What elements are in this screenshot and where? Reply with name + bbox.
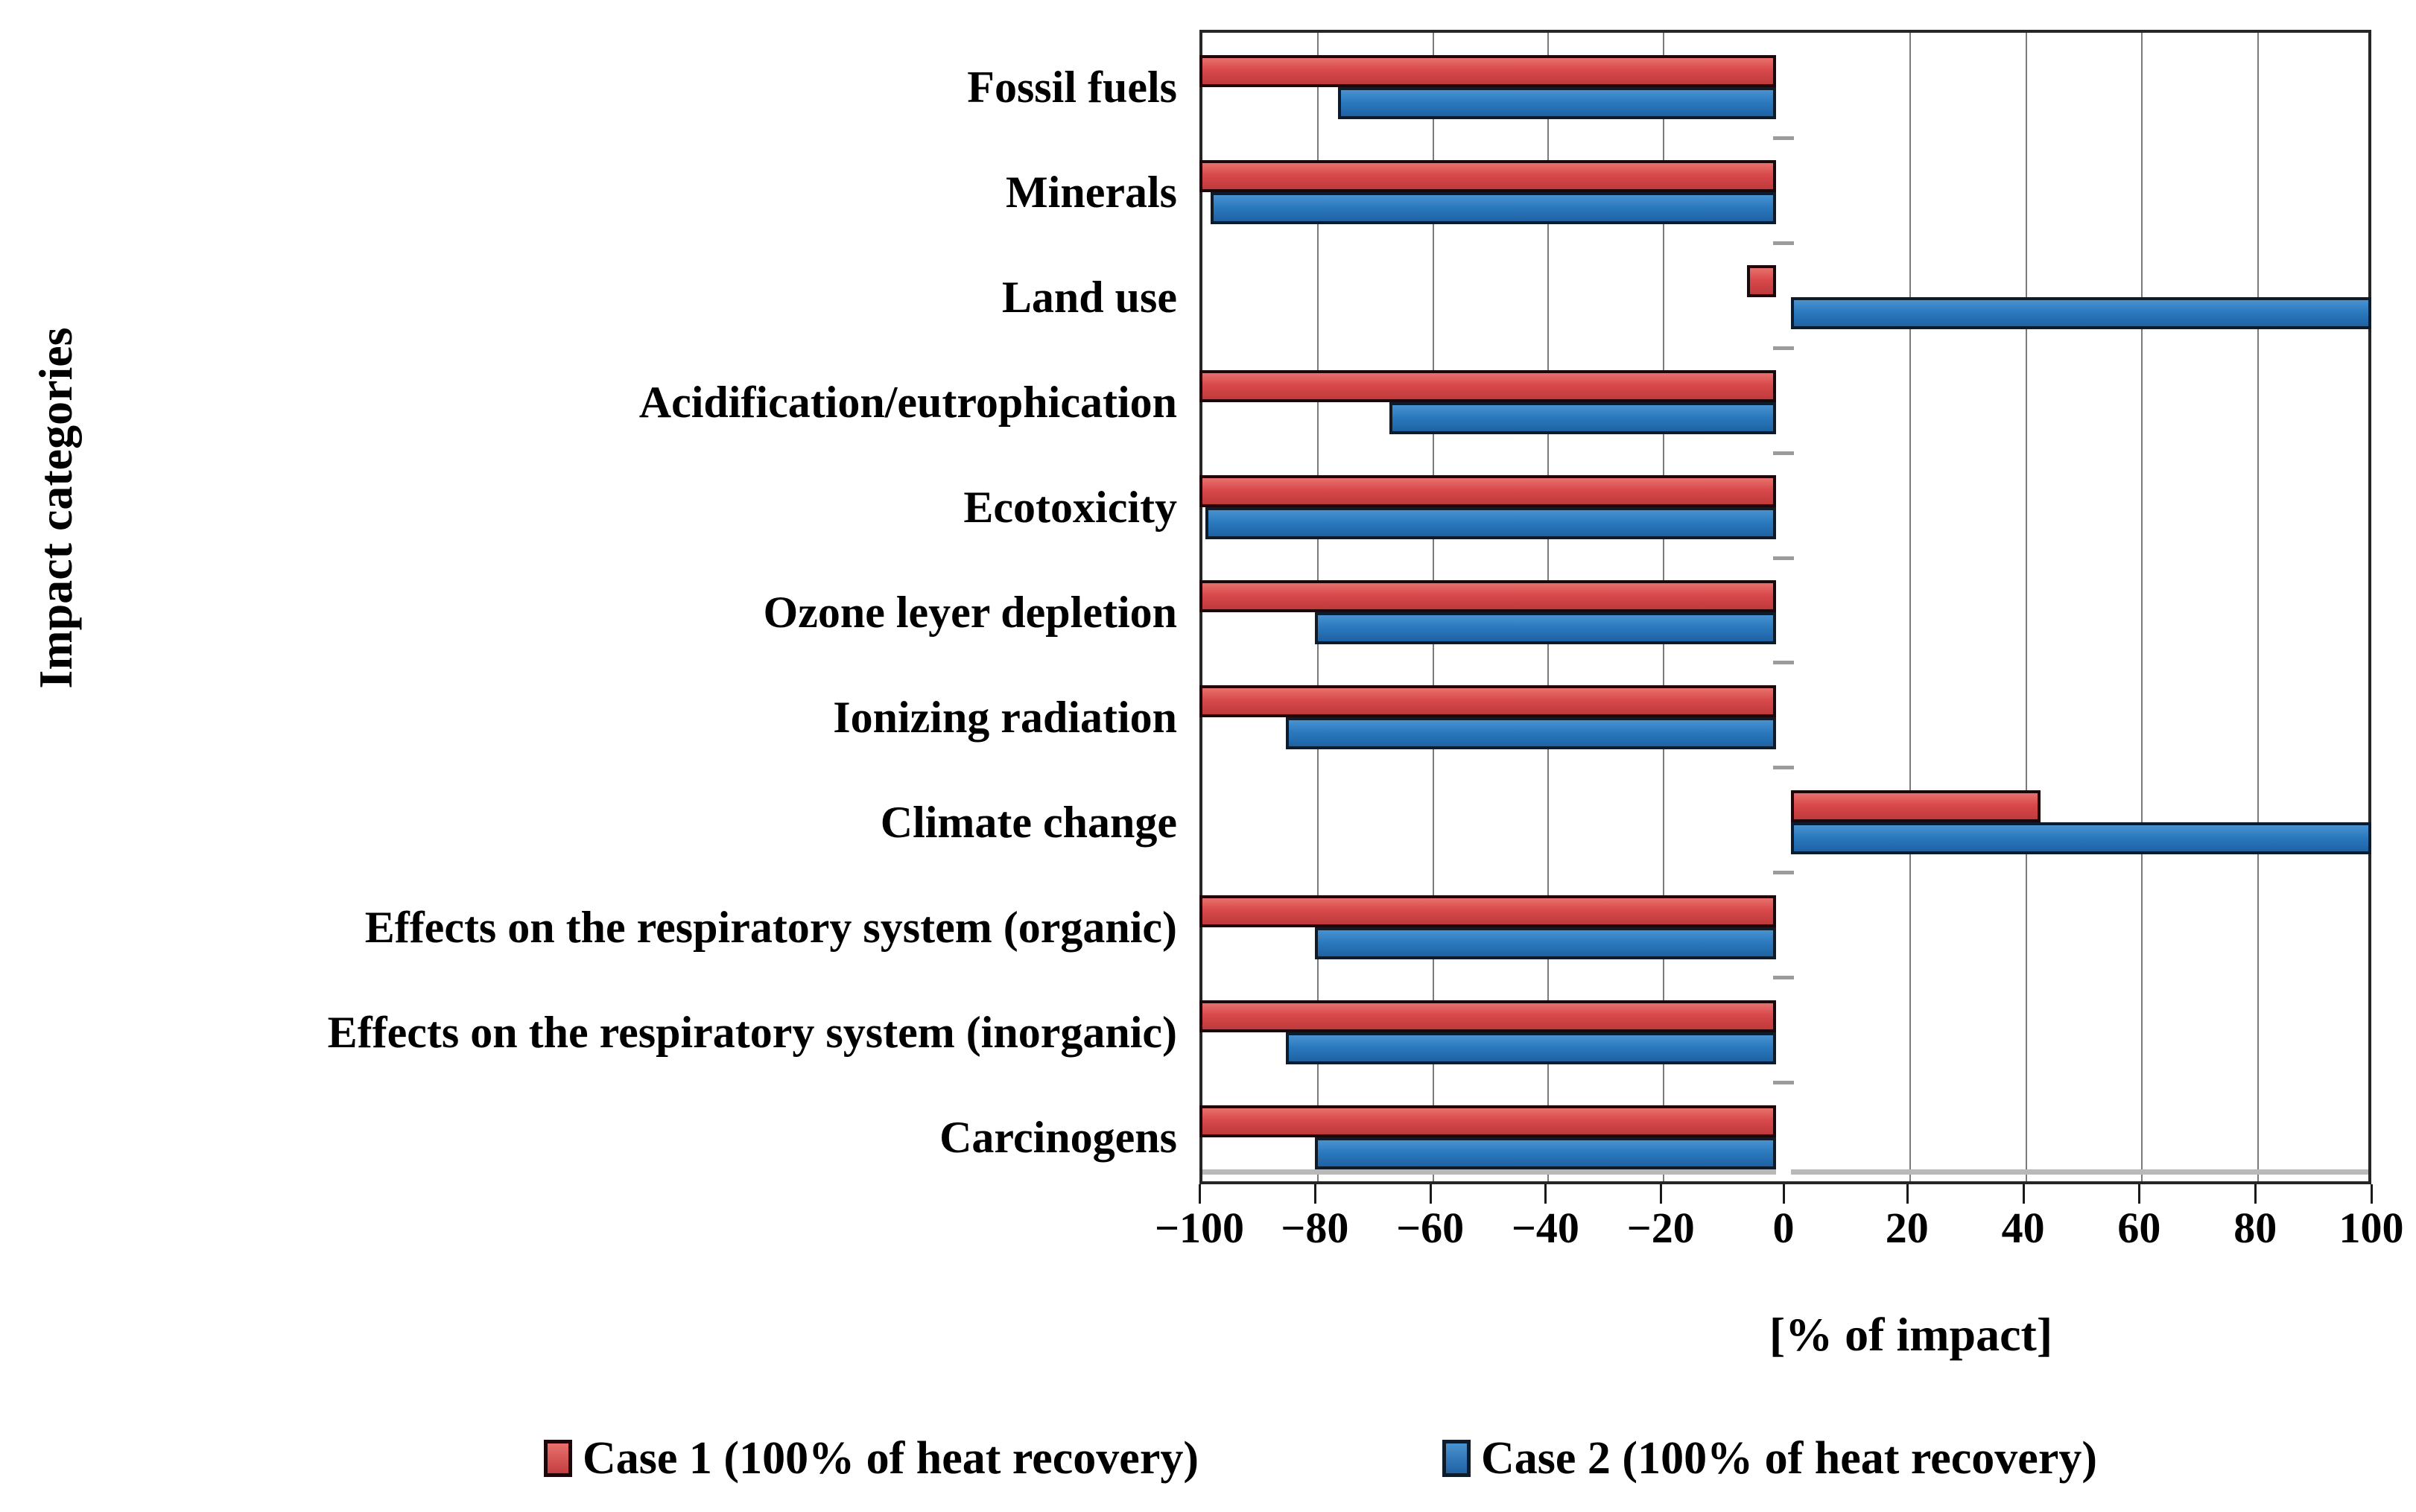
category-label: Climate change	[880, 797, 1177, 847]
bar-case2-acidification-eutrophication	[1389, 402, 1776, 435]
x-tick-mark	[2022, 1184, 2025, 1204]
gridline	[2141, 33, 2143, 1181]
x-tick-mark	[1429, 1184, 1432, 1204]
bar-case2-ionizing-radiation	[1286, 717, 1776, 749]
bar-case1-minerals	[1199, 160, 1776, 193]
gridline	[2025, 33, 2027, 1181]
bar-case1-acidification-eutrophication	[1199, 370, 1776, 403]
category-label: Effects on the respiratory system (organ…	[364, 902, 1177, 952]
category-axis-tick	[1773, 451, 1794, 455]
bar-case2-ozone-leyer-depletion	[1314, 612, 1776, 644]
x-axis-title: [% of impact]	[1769, 1308, 2053, 1361]
bar-case1-ecotoxicity	[1199, 475, 1776, 508]
bar-case1-fossil-fuels	[1199, 55, 1776, 88]
category-axis-tick	[1773, 1081, 1794, 1085]
x-tick-label: −40	[1511, 1204, 1579, 1252]
gridline	[2257, 33, 2260, 1181]
category-axis-tick	[1773, 136, 1794, 140]
x-tick-label: −20	[1626, 1204, 1695, 1252]
legend-label-case1: Case 1 (100% of heat recovery)	[583, 1432, 1199, 1484]
bar-case2-land-use	[1791, 297, 2371, 330]
legend-swatch-case1	[544, 1440, 572, 1477]
category-label: Ozone leyer depletion	[763, 588, 1177, 637]
x-tick-label: −80	[1281, 1204, 1349, 1252]
category-axis-tick	[1773, 766, 1794, 770]
x-tick-mark	[1199, 1184, 1201, 1204]
x-tick-label: 0	[1772, 1204, 1795, 1252]
x-tick-label: −100	[1154, 1204, 1245, 1252]
x-tick-mark	[2371, 1184, 2373, 1204]
legend-swatch-case2	[1442, 1440, 1471, 1477]
category-axis-strip	[1776, 33, 1791, 1181]
x-tick-label: 40	[2001, 1204, 2045, 1252]
bar-case1-ionizing-radiation	[1199, 684, 1776, 717]
bar-case1-carcinogens	[1199, 1105, 1776, 1137]
x-tick-mark	[2138, 1184, 2141, 1204]
x-tick-mark	[2254, 1184, 2257, 1204]
bar-case2-effects-on-the-respiratory-system-organic	[1314, 927, 1776, 959]
x-tick-mark	[1313, 1184, 1316, 1204]
category-axis-tick	[1773, 556, 1794, 560]
x-tick-label: 80	[2233, 1204, 2277, 1252]
legend-item-case2: Case 2 (100% of heat recovery)	[1442, 1433, 2097, 1484]
category-axis-tick	[1773, 241, 1794, 245]
category-axis-tick	[1773, 871, 1794, 875]
x-tick-label: −60	[1396, 1204, 1465, 1252]
category-axis-tick	[1773, 976, 1794, 980]
x-tick-label: 20	[1885, 1204, 1929, 1252]
x-tick-label: 100	[2339, 1204, 2404, 1252]
bar-case2-minerals	[1211, 192, 1776, 225]
bar-case1-effects-on-the-respiratory-system-inorganic	[1199, 1000, 1776, 1032]
x-tick-mark	[1660, 1184, 1663, 1204]
plot-area	[1199, 30, 2371, 1184]
category-axis-tick	[1773, 346, 1794, 350]
x-tick-mark	[1544, 1184, 1547, 1204]
x-tick-mark	[1906, 1184, 1909, 1204]
gridline	[1909, 33, 1911, 1181]
bar-case2-climate-change	[1791, 822, 2371, 854]
bar-case2-carcinogens	[1314, 1137, 1776, 1169]
bar-case1-effects-on-the-respiratory-system-organic	[1199, 895, 1776, 927]
x-tick-label: 60	[2117, 1204, 2161, 1252]
x-tick-mark	[1783, 1184, 1785, 1204]
category-label: Effects on the respiratory system (inorg…	[327, 1007, 1177, 1057]
bar-case1-land-use	[1747, 265, 1776, 298]
category-axis-tick	[1773, 661, 1794, 665]
bar-case2-fossil-fuels	[1337, 87, 1776, 120]
bar-case2-ecotoxicity	[1205, 507, 1776, 540]
category-label: Acidification/eutrophication	[638, 378, 1177, 428]
category-label: Fossil fuels	[967, 63, 1177, 112]
category-label: Land use	[1001, 273, 1177, 323]
legend-item-case1: Case 1 (100% of heat recovery)	[544, 1433, 1199, 1484]
bar-case2-effects-on-the-respiratory-system-inorganic	[1286, 1032, 1776, 1064]
bar-case1-climate-change	[1791, 790, 2041, 822]
category-label: Ionizing radiation	[833, 692, 1177, 742]
bar-case1-ozone-leyer-depletion	[1199, 580, 1776, 612]
category-label: Ecotoxicity	[963, 483, 1177, 533]
legend-label-case2: Case 2 (100% of heat recovery)	[1481, 1432, 2097, 1484]
category-label: Minerals	[1006, 168, 1177, 217]
category-label: Carcinogens	[939, 1112, 1177, 1162]
